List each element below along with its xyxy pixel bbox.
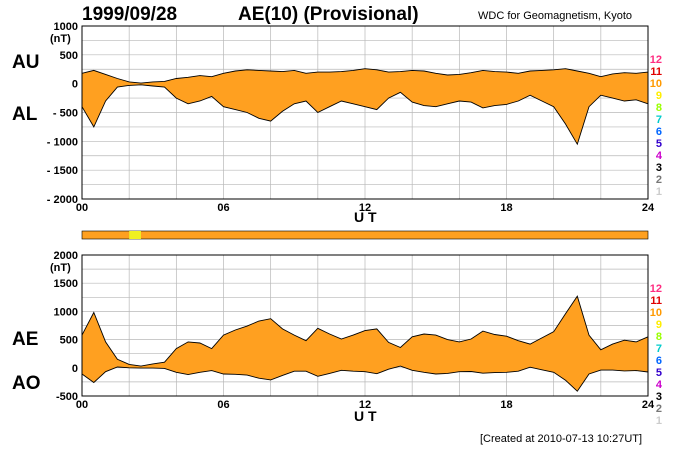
- y-tick-label: -500: [56, 391, 78, 403]
- au-label: AU: [12, 52, 40, 73]
- ae-label: AE: [12, 329, 39, 350]
- top-xlabel: U T: [354, 209, 377, 225]
- y-tick-label: 500: [60, 335, 78, 347]
- chart-title: AE(10) (Provisional): [238, 4, 419, 25]
- level-label: 12: [650, 283, 662, 295]
- y-tick-label: - 1500: [47, 165, 78, 177]
- x-tick-label: 12: [359, 202, 371, 214]
- top-unit-label: (nT): [50, 33, 71, 45]
- y-tick-label: 0: [72, 79, 78, 91]
- x-tick-label: 24: [642, 399, 655, 411]
- x-tick-label: 12: [359, 399, 371, 411]
- plot-frame: [81, 25, 649, 200]
- level-label: 4: [656, 150, 663, 162]
- y-tick-label: 1000: [54, 21, 78, 33]
- level-label: 5: [656, 138, 662, 150]
- y-tick-label: 1500: [54, 278, 78, 290]
- level-label: 6: [656, 126, 662, 138]
- y-tick-label: 0: [72, 363, 78, 375]
- level-label: 10: [650, 78, 662, 90]
- level-label: 4: [656, 379, 663, 391]
- x-tick-label: 18: [500, 399, 512, 411]
- bottom-unit-label: (nT): [50, 262, 71, 274]
- series-line-al: [81, 84, 649, 146]
- series-line-au: [81, 68, 649, 84]
- level-label: 9: [656, 319, 662, 331]
- y-tick-label: - 2000: [47, 194, 78, 206]
- level-label: 7: [656, 114, 662, 126]
- level-label: 11: [650, 295, 662, 307]
- bottom-xlabel: U T: [354, 408, 377, 424]
- x-tick-label: 18: [500, 202, 512, 214]
- level-label: 6: [656, 355, 662, 367]
- y-tick-label: - 1000: [47, 136, 78, 148]
- x-tick-label: 06: [217, 399, 229, 411]
- level-label: 9: [656, 90, 662, 102]
- y-tick-label: 1000: [54, 306, 78, 318]
- x-tick-label: 24: [642, 202, 655, 214]
- level-label: 5: [656, 367, 662, 379]
- created-timestamp: [Created at 2010-07-13 10:27UT]: [480, 433, 643, 445]
- level-label: 1: [656, 186, 662, 198]
- series-line-ae: [81, 295, 649, 367]
- x-tick-label: 00: [76, 202, 88, 214]
- y-tick-label: 500: [60, 50, 78, 62]
- level-label: 10: [650, 307, 662, 319]
- level-label: 2: [656, 174, 662, 186]
- series-line-ao: [81, 365, 649, 392]
- x-tick-label: 06: [217, 202, 229, 214]
- x-tick-label: 00: [76, 399, 88, 411]
- level-label: 3: [656, 391, 662, 403]
- source-label: WDC for Geomagnetism, Kyoto: [478, 10, 633, 22]
- level-label: 11: [650, 66, 662, 78]
- station-bar-highlight: [129, 231, 141, 239]
- level-label: 1: [656, 415, 662, 427]
- ao-label: AO: [12, 373, 41, 394]
- level-label: 7: [656, 343, 662, 355]
- y-tick-label: 2000: [54, 250, 78, 262]
- al-label: AL: [12, 104, 38, 125]
- level-label: 12: [650, 54, 662, 66]
- station-bar: [81, 230, 649, 240]
- date-label: 1999/09/28: [82, 4, 178, 25]
- level-label: 8: [656, 331, 662, 343]
- band-fill: [82, 296, 648, 392]
- level-label: 8: [656, 102, 662, 114]
- plot-frame: [81, 254, 649, 397]
- level-label: 3: [656, 162, 662, 174]
- level-label: 2: [656, 403, 662, 415]
- y-tick-label: - 500: [53, 108, 78, 120]
